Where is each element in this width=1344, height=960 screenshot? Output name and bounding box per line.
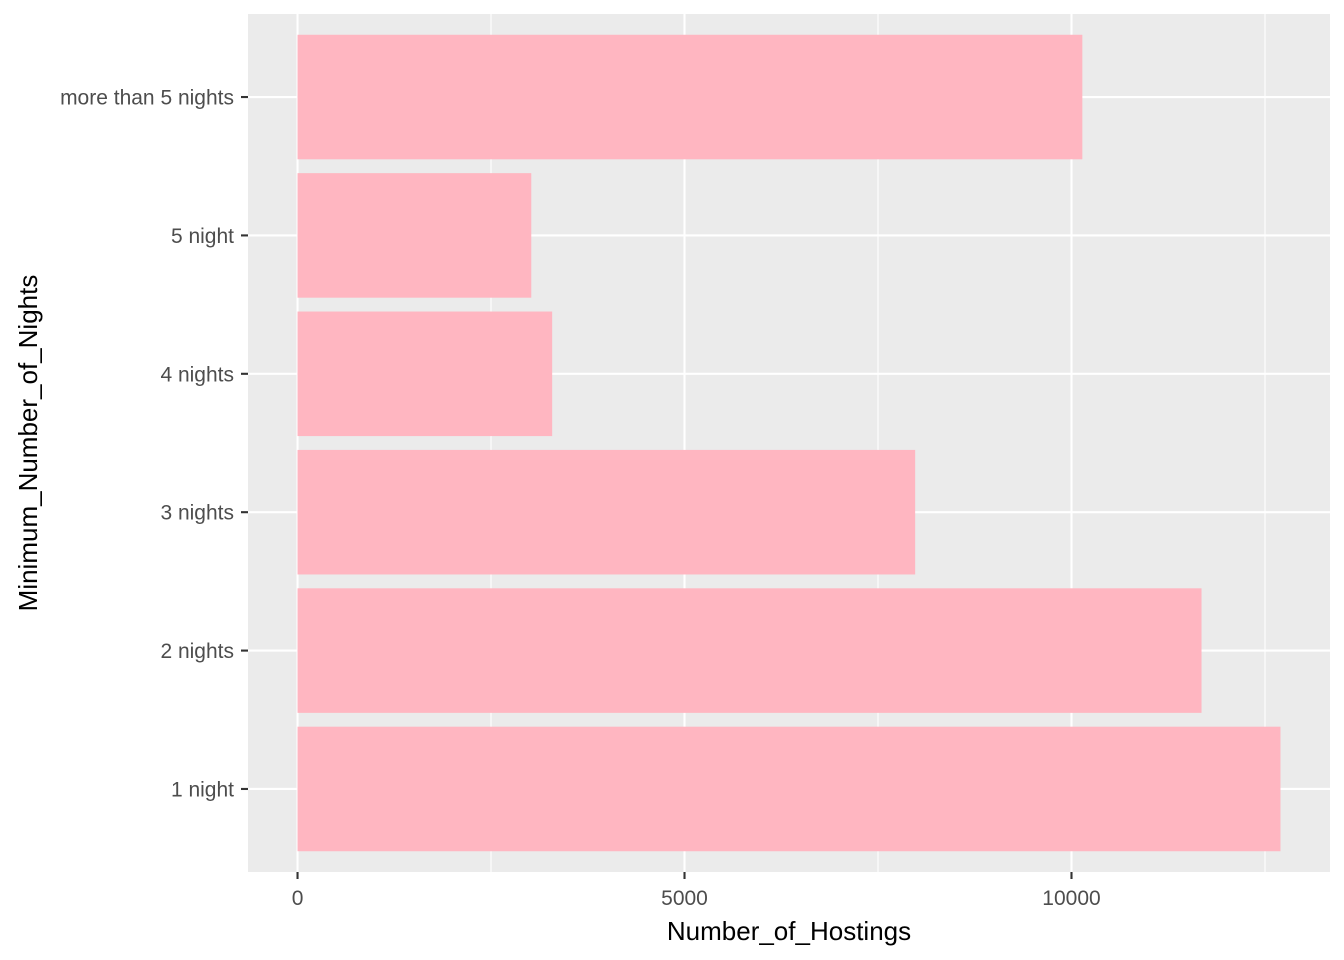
x-tick-label: 10000 xyxy=(1042,887,1100,910)
bar xyxy=(297,311,553,437)
y-tick-label: 3 nights xyxy=(160,502,234,525)
bar xyxy=(297,34,1083,160)
y-axis-title: Minimum_Number_of_Nights xyxy=(13,275,43,612)
x-axis-title: Number_of_Hostings xyxy=(667,916,911,946)
bars xyxy=(297,34,1281,852)
y-tick-label: 5 night xyxy=(171,225,234,248)
bar xyxy=(297,588,1202,713)
y-tick-label: 4 nights xyxy=(160,363,234,386)
bar xyxy=(297,449,916,575)
x-axis: 0 5000 10000 xyxy=(292,872,1101,910)
bar xyxy=(297,726,1281,852)
bar xyxy=(297,173,532,298)
y-tick-label: 2 nights xyxy=(160,640,234,663)
y-tick-label: 1 night xyxy=(171,778,234,801)
x-tick-label: 5000 xyxy=(661,887,708,910)
y-tick-label: more than 5 nights xyxy=(60,87,234,110)
x-tick-label: 0 xyxy=(292,887,304,910)
y-axis: 1 night 2 nights 3 nights 4 nights 5 night mo… xyxy=(60,87,248,801)
